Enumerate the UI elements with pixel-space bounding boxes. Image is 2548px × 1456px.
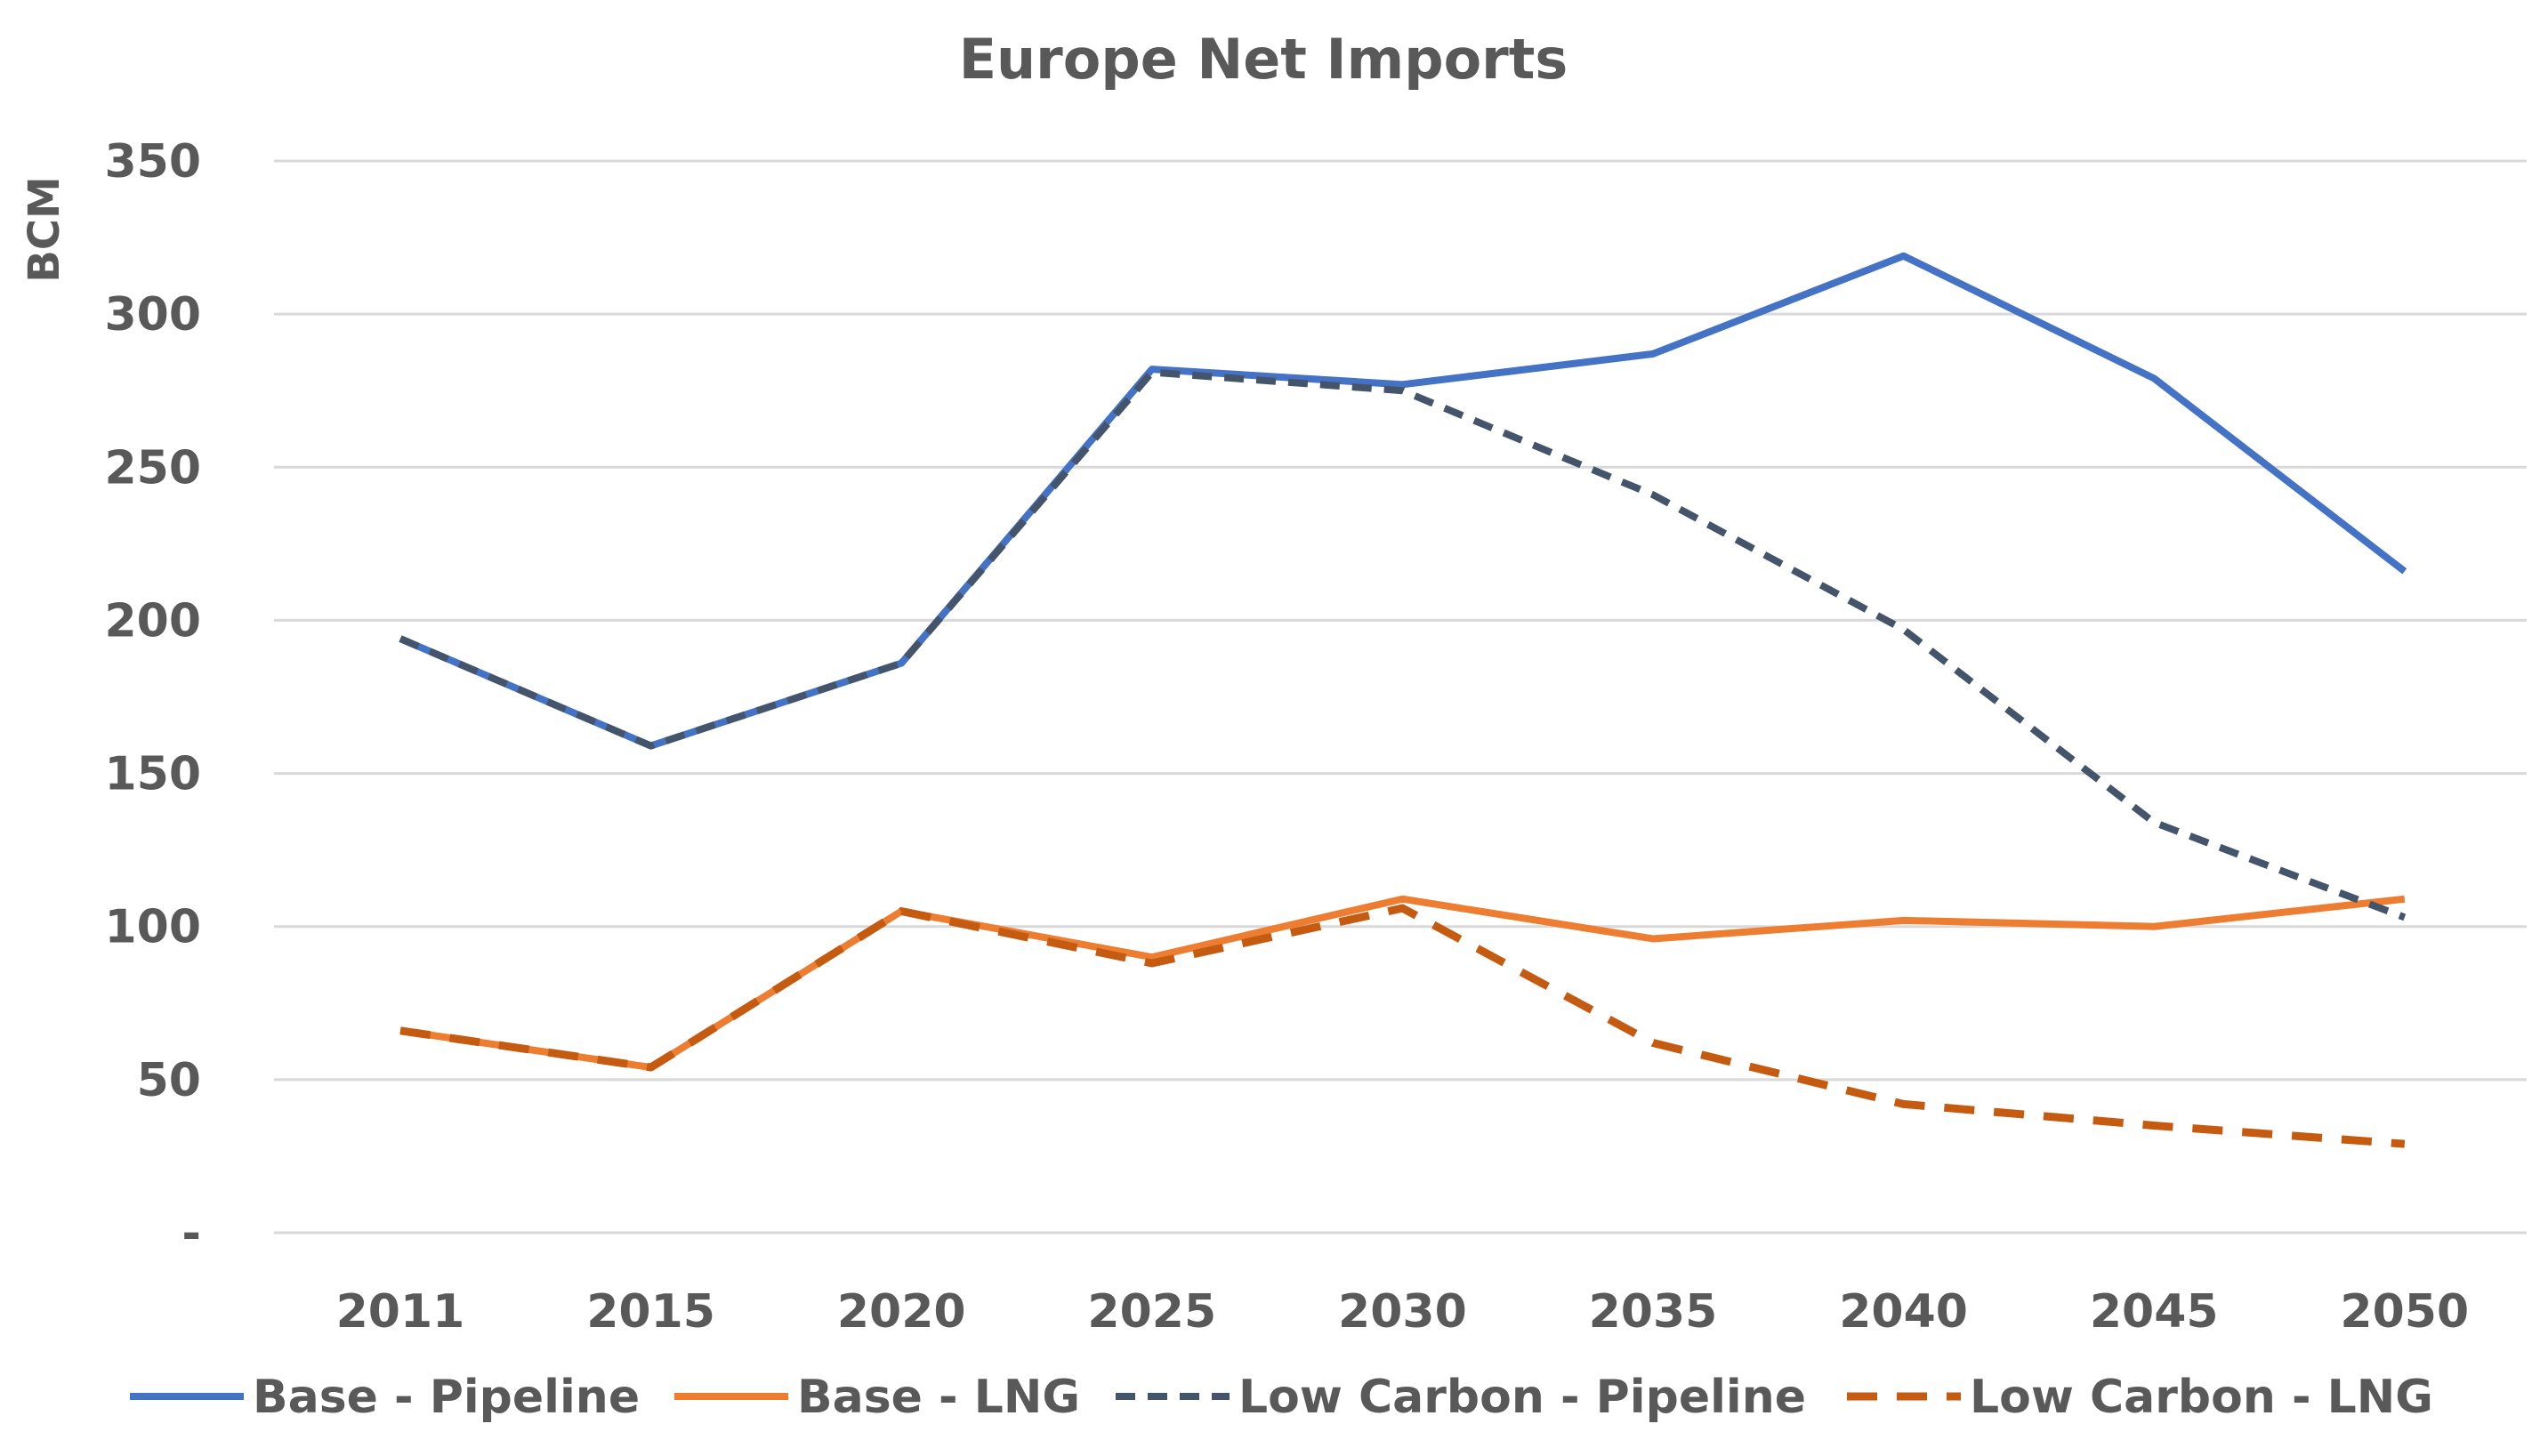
y-tick-label: 300: [104, 288, 201, 342]
x-tick-label: 2040: [1839, 1285, 1968, 1339]
series-lines: [399, 252, 2407, 1148]
series-line-low-carbon-lng: [399, 904, 2406, 1148]
series-line-low-carbon-pipeline: [399, 368, 2407, 921]
legend-label: Base - LNG: [797, 1371, 1080, 1424]
legend-item-low-carbon-pipeline: Low Carbon - Pipeline: [1116, 1371, 1806, 1424]
y-tick-label: -: [181, 1207, 201, 1260]
x-tick-label: 2025: [1087, 1285, 1216, 1339]
series-line-base-pipeline: [399, 252, 2407, 750]
x-tick-label: 2035: [1589, 1285, 1718, 1339]
x-tick-label: 2050: [2340, 1285, 2469, 1339]
x-tick-label: 2030: [1338, 1285, 1467, 1339]
legend-label: Low Carbon - LNG: [1970, 1371, 2433, 1424]
x-tick-label: 2015: [586, 1285, 715, 1339]
y-tick-label: 100: [104, 901, 201, 954]
chart-title: Europe Net Imports: [959, 27, 1568, 92]
y-tick-label: 150: [104, 748, 201, 801]
y-tick-label: 350: [104, 135, 201, 189]
series-line-base-lng: [399, 895, 2406, 1072]
y-axis-label: BCM: [20, 176, 69, 283]
x-tick-label: 2020: [837, 1285, 966, 1339]
y-axis-ticks: - 50 100 150 200 250 300 350: [104, 135, 201, 1260]
gridlines: [274, 159, 2527, 1235]
legend-label: Base - Pipeline: [253, 1371, 640, 1424]
y-tick-label: 200: [104, 594, 201, 648]
legend-item-base-pipeline: Base - Pipeline: [130, 1371, 640, 1424]
x-axis-ticks: 2011 2015 2020 2025 2030 2035 2040 2045 2050: [336, 1285, 2470, 1339]
chart-legend: Base - Pipeline Base - LNG Low Carbon - Pi…: [130, 1371, 2433, 1424]
legend-item-base-lng: Base - LNG: [674, 1371, 1080, 1424]
y-tick-label: 50: [137, 1054, 201, 1107]
legend-label: Low Carbon - Pipeline: [1238, 1371, 1806, 1424]
x-tick-label: 2045: [2090, 1285, 2219, 1339]
legend-item-low-carbon-lng: Low Carbon - LNG: [1847, 1371, 2433, 1424]
x-tick-label: 2011: [336, 1285, 465, 1339]
y-tick-label: 250: [104, 441, 201, 495]
